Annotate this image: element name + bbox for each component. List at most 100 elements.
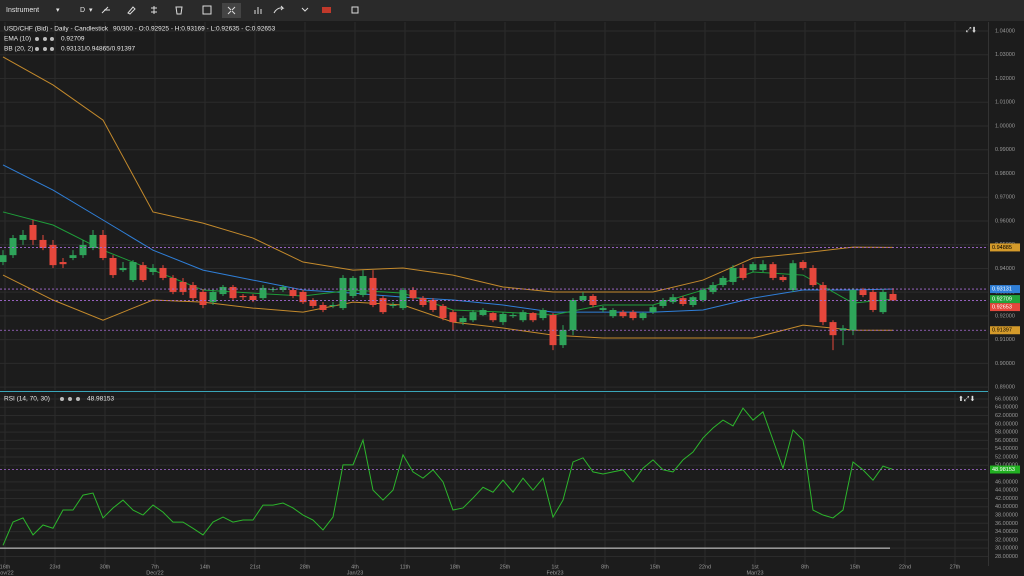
candle-body bbox=[539, 309, 547, 319]
candle-body bbox=[59, 262, 67, 265]
y-tick-label: 46.00000 bbox=[995, 479, 1018, 485]
candle-body bbox=[759, 264, 767, 271]
y-tick-label: 0.90000 bbox=[995, 361, 1015, 367]
y-tick-label: 60.00000 bbox=[995, 421, 1018, 427]
x-tick-label: 15th bbox=[850, 564, 861, 570]
x-tick-label: 1st bbox=[551, 564, 559, 570]
candle-body bbox=[49, 244, 57, 266]
panel-background bbox=[0, 394, 1024, 566]
x-tick-label: 15th bbox=[650, 564, 661, 570]
y-tick-label: 52.00000 bbox=[995, 454, 1018, 460]
layout-button[interactable] bbox=[202, 5, 212, 15]
chart-type-button[interactable] bbox=[254, 7, 262, 14]
candle-body bbox=[839, 328, 847, 331]
window-button[interactable] bbox=[351, 6, 359, 14]
candle-body bbox=[619, 312, 627, 317]
indicator-settings[interactable] bbox=[50, 37, 54, 41]
candle-body bbox=[0, 255, 7, 263]
candle-body bbox=[879, 291, 887, 313]
indicator-settings[interactable] bbox=[76, 397, 80, 401]
remove-indicator[interactable] bbox=[68, 397, 72, 401]
candle-body bbox=[39, 239, 47, 249]
y-tick-label: 0.92000 bbox=[995, 313, 1015, 319]
chart-area: 0.890000.900000.910000.920000.930000.940… bbox=[0, 22, 1024, 576]
remove-indicator[interactable] bbox=[43, 37, 47, 41]
indicator-value: 0.93131/0.94865/0.91397 bbox=[61, 46, 135, 53]
candle-body bbox=[669, 297, 677, 303]
candle-body bbox=[439, 305, 447, 319]
candle-body bbox=[329, 305, 337, 307]
price-label-box bbox=[990, 285, 1020, 294]
toolbar bbox=[0, 0, 1024, 21]
candle-body bbox=[779, 276, 787, 281]
y-tick-label: 1.00000 bbox=[995, 123, 1015, 129]
instrument-menu[interactable]: Instrument bbox=[6, 7, 39, 14]
visibility-toggle[interactable] bbox=[35, 47, 39, 51]
language-flag[interactable] bbox=[322, 7, 331, 13]
timeframe-menu[interactable]: D bbox=[80, 7, 85, 14]
candle-body bbox=[529, 313, 537, 321]
panel-controls[interactable]: ⬆⤢⬇ bbox=[958, 395, 975, 403]
y-tick-label: 1.02000 bbox=[995, 76, 1015, 82]
candle-body bbox=[169, 277, 177, 292]
candle-body bbox=[659, 300, 667, 306]
x-tick-label: 14th bbox=[200, 564, 211, 570]
candle-body bbox=[19, 234, 27, 240]
visibility-toggle[interactable] bbox=[35, 37, 39, 41]
indicator-name: EMA (10) bbox=[4, 36, 31, 43]
visibility-toggle[interactable] bbox=[60, 397, 64, 401]
y-tick-label: 64.00000 bbox=[995, 405, 1018, 411]
candle-body bbox=[369, 277, 377, 306]
candle-body bbox=[409, 290, 417, 299]
rsi-value: 48.98153 bbox=[87, 396, 114, 403]
x-tick-label: Nov/22 bbox=[0, 570, 14, 576]
price-label: 0.92709 bbox=[992, 297, 1012, 303]
candle-body bbox=[119, 267, 127, 271]
price-label-box bbox=[990, 295, 1020, 304]
y-tick-label: 0.96000 bbox=[995, 218, 1015, 224]
candle-body bbox=[379, 298, 387, 313]
indicator-settings[interactable] bbox=[50, 47, 54, 51]
dropdown-arrow[interactable]: ▾ bbox=[56, 7, 60, 14]
candle-body bbox=[69, 255, 77, 258]
x-tick-label: Mar/23 bbox=[746, 570, 763, 576]
candle-body bbox=[239, 295, 247, 298]
toolbar-icons bbox=[101, 3, 359, 18]
rsi-title: RSI (14, 70, 30) bbox=[4, 396, 50, 403]
fullscreen-icon bbox=[227, 6, 236, 15]
y-tick-label: 40.00000 bbox=[995, 504, 1018, 510]
candle-body bbox=[789, 263, 797, 291]
candle-body bbox=[499, 314, 507, 323]
fullscreen-button[interactable] bbox=[222, 3, 241, 18]
delete-tool[interactable] bbox=[175, 6, 183, 15]
indicator-name: BB (20, 2) bbox=[4, 46, 33, 53]
x-tick-label: 30th bbox=[100, 564, 111, 570]
candle-body bbox=[89, 234, 97, 249]
candle-body bbox=[489, 313, 497, 321]
x-tick-label: 1st bbox=[751, 564, 759, 570]
settings-button[interactable] bbox=[301, 7, 309, 12]
candle-body bbox=[809, 267, 817, 286]
candle-body bbox=[279, 286, 287, 291]
y-tick-label: 1.04000 bbox=[995, 28, 1015, 34]
line-tool[interactable] bbox=[101, 6, 110, 14]
y-tick-label: 56.00000 bbox=[995, 438, 1018, 444]
candle-body bbox=[889, 293, 897, 301]
x-tick-label: 21st bbox=[250, 564, 261, 570]
price-label-box bbox=[990, 326, 1020, 335]
fib-tool[interactable] bbox=[151, 6, 157, 14]
candle-body bbox=[849, 290, 857, 331]
y-tick-label: 30.00000 bbox=[995, 546, 1018, 552]
panel-controls[interactable]: ⤢⬇ bbox=[966, 26, 977, 34]
price-label: 48.98153 bbox=[992, 467, 1015, 473]
candle-body bbox=[699, 290, 707, 301]
share-button[interactable] bbox=[273, 5, 285, 14]
pencil-tool[interactable] bbox=[127, 6, 136, 15]
x-tick-label: 4th bbox=[351, 564, 359, 570]
candle-body bbox=[399, 290, 407, 309]
candle-body bbox=[189, 285, 197, 299]
dropdown-arrow[interactable]: ▾ bbox=[89, 7, 93, 14]
remove-indicator[interactable] bbox=[43, 47, 47, 51]
y-tick-label: 32.00000 bbox=[995, 537, 1018, 543]
candle-body bbox=[359, 276, 367, 296]
